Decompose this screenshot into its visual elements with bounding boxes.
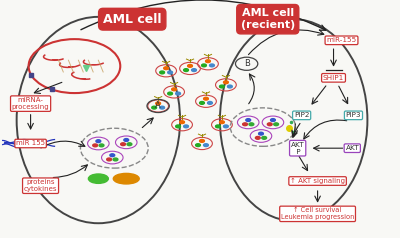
Circle shape: [220, 121, 224, 124]
Circle shape: [274, 123, 278, 126]
Circle shape: [228, 85, 232, 88]
Text: AKT: AKT: [346, 145, 359, 151]
Circle shape: [184, 69, 188, 71]
Circle shape: [176, 92, 180, 95]
Circle shape: [107, 158, 112, 161]
Circle shape: [224, 125, 228, 128]
Circle shape: [206, 60, 210, 63]
Circle shape: [270, 119, 275, 121]
Circle shape: [176, 125, 180, 128]
Circle shape: [184, 125, 188, 128]
Circle shape: [156, 102, 160, 105]
Circle shape: [113, 158, 118, 161]
Circle shape: [99, 144, 104, 147]
Text: PIP2: PIP2: [294, 112, 309, 118]
Circle shape: [262, 136, 266, 139]
Ellipse shape: [113, 174, 139, 184]
Text: miR 155: miR 155: [16, 140, 45, 147]
Text: ↑ AKT signaling: ↑ AKT signaling: [290, 178, 345, 184]
Circle shape: [258, 132, 263, 135]
Text: miR-155: miR-155: [326, 37, 357, 43]
Circle shape: [243, 123, 248, 126]
Circle shape: [200, 102, 204, 104]
Circle shape: [124, 139, 129, 141]
Text: B: B: [244, 59, 250, 68]
Circle shape: [267, 123, 272, 126]
Circle shape: [160, 71, 164, 74]
Text: AKT
 P: AKT P: [291, 142, 304, 155]
Circle shape: [160, 106, 164, 109]
Text: A: A: [155, 101, 161, 110]
Circle shape: [216, 125, 220, 128]
Circle shape: [152, 106, 156, 109]
Text: proteins
cytokines: proteins cytokines: [24, 179, 57, 192]
Circle shape: [168, 92, 172, 95]
Circle shape: [172, 88, 176, 91]
Circle shape: [168, 71, 172, 74]
Text: AML cell
(recient): AML cell (recient): [241, 8, 295, 30]
Circle shape: [192, 69, 196, 71]
Text: miRNA-
processing: miRNA- processing: [12, 97, 50, 110]
Circle shape: [208, 102, 212, 104]
Circle shape: [93, 144, 98, 147]
Circle shape: [164, 67, 168, 70]
Circle shape: [202, 64, 206, 67]
Circle shape: [249, 123, 254, 126]
Circle shape: [224, 81, 228, 84]
Text: ↑ Cell survival
Leukemia progression: ↑ Cell survival Leukemia progression: [281, 207, 354, 220]
Circle shape: [210, 64, 214, 67]
Text: AML cell: AML cell: [103, 13, 162, 26]
Circle shape: [180, 121, 184, 124]
Text: PIP3: PIP3: [346, 112, 361, 118]
Text: SHIP1: SHIP1: [323, 75, 344, 81]
Circle shape: [196, 144, 200, 147]
Circle shape: [110, 154, 115, 157]
Circle shape: [121, 143, 126, 146]
Ellipse shape: [88, 174, 108, 183]
Circle shape: [204, 97, 208, 100]
Circle shape: [127, 143, 132, 146]
Circle shape: [188, 64, 192, 67]
Circle shape: [96, 140, 101, 143]
Circle shape: [256, 136, 260, 139]
Circle shape: [200, 139, 204, 142]
Circle shape: [204, 144, 208, 147]
Circle shape: [246, 119, 251, 121]
Circle shape: [220, 85, 224, 88]
